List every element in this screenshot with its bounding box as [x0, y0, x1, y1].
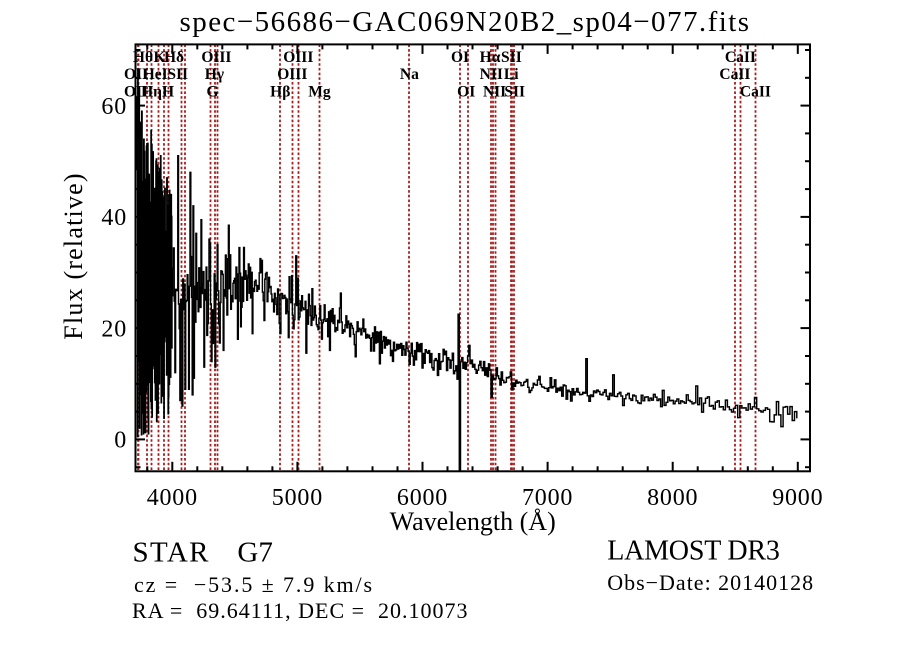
svg-text:CaII: CaII — [719, 66, 750, 83]
svg-text:STAR: STAR — [133, 537, 210, 569]
svg-text:Hα: Hα — [480, 49, 501, 66]
svg-text:20: 20 — [101, 316, 127, 342]
svg-text:Obs−Date: 20140128: Obs−Date: 20140128 — [607, 570, 814, 595]
svg-text:OII: OII — [124, 66, 148, 83]
svg-text:cz = −53.5 ± 7.9 km/s: cz = −53.5 ± 7.9 km/s — [134, 572, 374, 597]
svg-text:Hγ: Hγ — [205, 66, 225, 83]
svg-text:Na: Na — [400, 66, 419, 83]
svg-text:8000: 8000 — [647, 485, 698, 511]
svg-text:9000: 9000 — [772, 485, 823, 511]
svg-text:OII: OII — [124, 84, 148, 101]
svg-text:OIII: OIII — [201, 49, 231, 66]
svg-text:SII: SII — [167, 66, 188, 83]
svg-text:HeI: HeI — [143, 66, 168, 83]
svg-text:RA = 69.64111, DEC = 20.1007: RA = 69.64111, DEC = 20.10073 — [132, 598, 469, 623]
svg-text:40: 40 — [101, 205, 127, 231]
svg-text:7000: 7000 — [522, 485, 573, 511]
svg-text:OI: OI — [451, 49, 469, 66]
svg-text:60: 60 — [101, 94, 127, 120]
svg-text:LAMOST DR3: LAMOST DR3 — [607, 535, 780, 566]
svg-text:NII: NII — [480, 66, 503, 83]
svg-text:Mg: Mg — [308, 84, 331, 101]
svg-text:5000: 5000 — [272, 485, 323, 511]
svg-text:0: 0 — [114, 428, 127, 454]
svg-text:Hβ: Hβ — [270, 84, 290, 101]
svg-text:NII: NII — [483, 84, 506, 101]
svg-text:Hδ: Hδ — [164, 49, 184, 66]
svg-text:4000: 4000 — [147, 485, 198, 511]
svg-text:SII: SII — [501, 49, 522, 66]
svg-text:Wavelength (Å): Wavelength (Å) — [390, 507, 556, 536]
svg-text:6000: 6000 — [397, 485, 448, 511]
svg-text:SII: SII — [504, 84, 525, 101]
svg-text:Flux (relative): Flux (relative) — [59, 172, 88, 339]
svg-text:CaII: CaII — [740, 84, 771, 101]
svg-text:K: K — [153, 49, 165, 66]
svg-text:Li: Li — [504, 66, 519, 83]
svg-text:OIII: OIII — [277, 66, 307, 83]
svg-text:Hθ: Hθ — [133, 49, 153, 66]
svg-text:Hη: Hη — [141, 84, 162, 101]
svg-text:spec−56686−GAC069N20B2_sp04−07: spec−56686−GAC069N20B2_sp04−077.fits — [180, 6, 751, 38]
svg-text:OIII: OIII — [283, 49, 313, 66]
svg-text:OI: OI — [457, 84, 475, 101]
svg-text:CaII: CaII — [725, 49, 756, 66]
svg-text:G: G — [206, 84, 218, 101]
svg-text:H: H — [162, 84, 174, 101]
svg-text:G7: G7 — [237, 537, 272, 569]
